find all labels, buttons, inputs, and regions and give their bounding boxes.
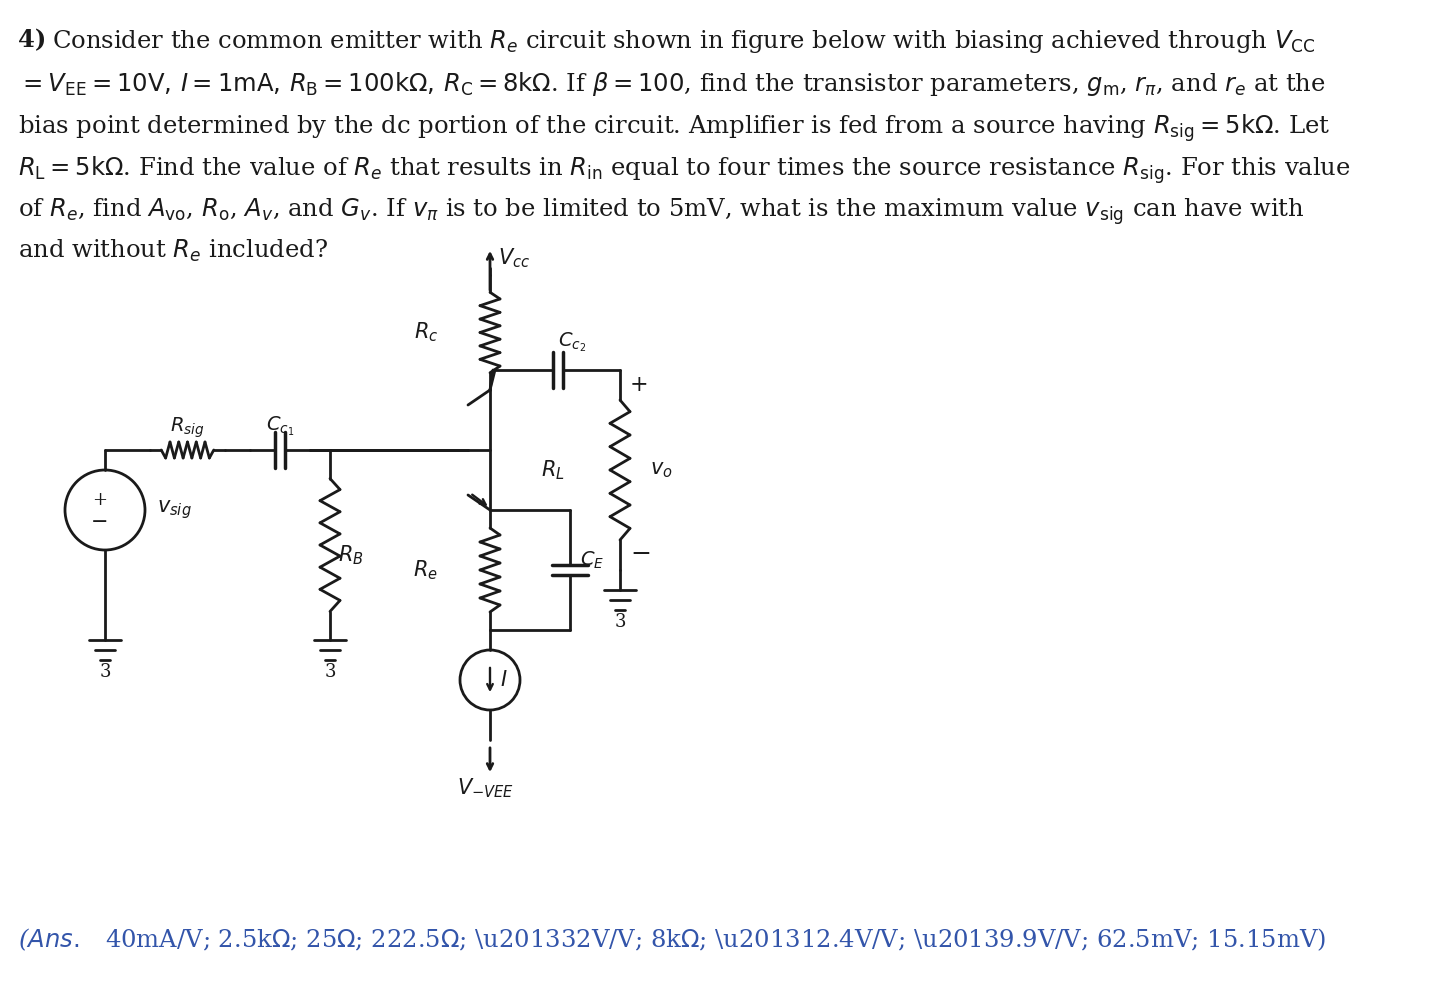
Text: 4): 4) [17,28,46,52]
Text: $C_{c_2}$: $C_{c_2}$ [557,330,585,354]
Text: $I$: $I$ [500,670,508,690]
Text: 3: 3 [614,613,626,631]
Text: of $R_e$, find $A_{\rm vo}$, $R_{\rm o}$, $A_v$, and $G_v$. If $v_{\pi}$ is to b: of $R_e$, find $A_{\rm vo}$, $R_{\rm o}$… [17,196,1305,227]
Text: $V_{cc}$: $V_{cc}$ [498,247,530,269]
Text: −: − [91,513,109,532]
Text: $v_{sig}$: $v_{sig}$ [156,499,191,521]
Text: and without $R_e$ included?: and without $R_e$ included? [17,238,329,264]
Text: bias point determined by the dc portion of the circuit. Amplifier is fed from a : bias point determined by the dc portion … [17,112,1331,144]
Text: +: + [630,374,649,396]
Text: $C_{c_1}$: $C_{c_1}$ [266,414,294,438]
Text: Consider the common emitter with $R_e$ circuit shown in figure below with biasin: Consider the common emitter with $R_e$ c… [52,28,1315,55]
Text: $R_{\rm L} = 5{\rm k}\Omega$. Find the value of $R_e$ that results in $R_{\rm in: $R_{\rm L} = 5{\rm k}\Omega$. Find the v… [17,154,1351,186]
Text: $R_e$: $R_e$ [413,558,437,582]
Text: $R_B$: $R_B$ [337,543,363,567]
Text: $R_L$: $R_L$ [542,458,565,482]
Text: 3: 3 [324,663,336,681]
Text: $v_o$: $v_o$ [650,460,673,480]
Text: $V_{-VEE}$: $V_{-VEE}$ [456,776,514,799]
Text: $R_c$: $R_c$ [414,320,437,344]
Text: 3: 3 [100,663,110,681]
Text: $R_{sig}$: $R_{sig}$ [171,416,204,440]
Text: −: − [630,544,652,567]
Text: ($\mathit{Ans.}$: ($\mathit{Ans.}$ [17,927,80,953]
Text: 40mA/V; 2.5k$\Omega$; 25$\Omega$; 222.5$\Omega$; \u201332V/V; 8k$\Omega$; \u2013: 40mA/V; 2.5k$\Omega$; 25$\Omega$; 222.5$… [106,927,1326,953]
Text: $C_E$: $C_E$ [581,549,604,571]
Text: +: + [93,491,107,509]
Text: $= V_{\rm EE} = 10{\rm V},\, I = 1{\rm mA},\, R_{\rm B}{=}100{\rm k}\Omega,\, R_: $= V_{\rm EE} = 10{\rm V},\, I = 1{\rm m… [17,70,1325,98]
